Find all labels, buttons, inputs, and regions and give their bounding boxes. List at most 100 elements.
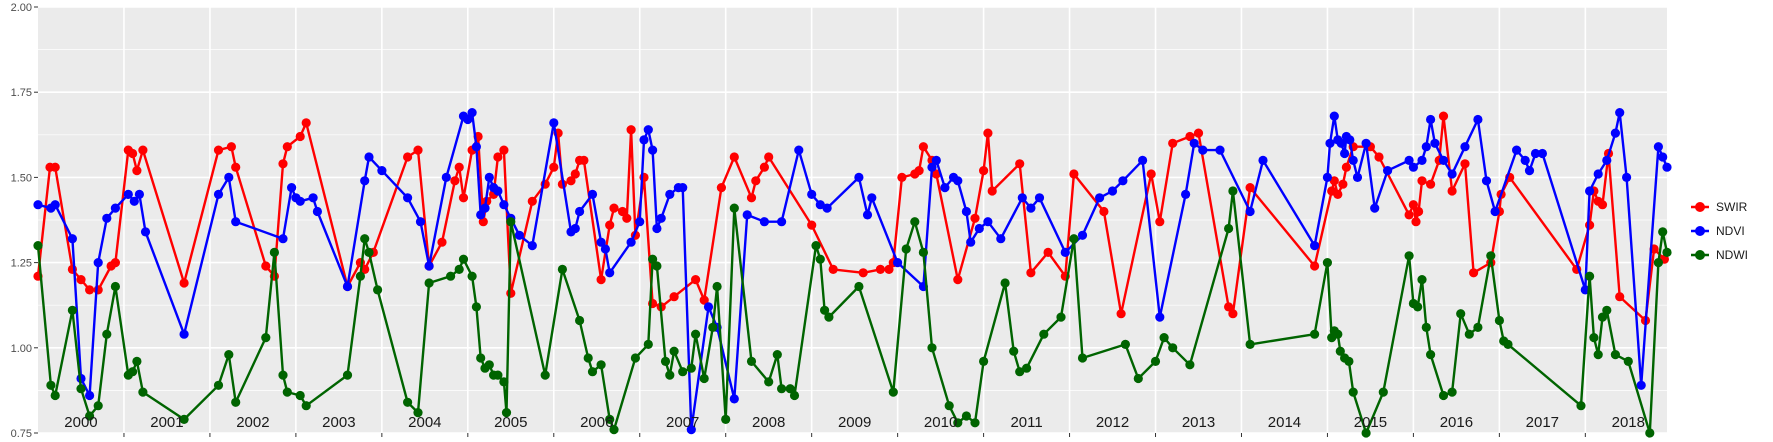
data-point	[471, 142, 481, 152]
data-point	[1228, 186, 1238, 196]
data-point	[1325, 138, 1335, 148]
year-label: 2018	[1612, 414, 1645, 431]
data-point	[355, 271, 365, 281]
data-point	[50, 162, 60, 172]
y-tick-label: 0.75	[11, 428, 32, 440]
data-point	[1417, 176, 1427, 186]
data-point	[1133, 373, 1143, 384]
data-point	[1589, 333, 1599, 343]
data-point	[807, 220, 817, 230]
data-point	[1662, 247, 1672, 257]
data-point	[463, 114, 473, 125]
data-point	[179, 278, 189, 288]
data-point	[549, 118, 559, 128]
data-point	[777, 217, 787, 227]
data-point	[953, 418, 963, 428]
data-point	[824, 312, 834, 322]
data-point	[1338, 179, 1348, 189]
data-point	[1333, 189, 1343, 199]
data-point	[1430, 138, 1440, 148]
data-point	[1658, 227, 1668, 237]
data-point	[1469, 268, 1479, 278]
data-point	[1352, 172, 1363, 182]
data-point	[458, 193, 469, 203]
year-label: 2010	[924, 414, 957, 431]
data-point	[110, 258, 120, 268]
data-point	[1361, 428, 1371, 438]
data-point	[213, 380, 224, 390]
data-point	[1585, 271, 1595, 281]
data-point	[1610, 128, 1620, 138]
data-point	[377, 166, 387, 176]
data-point	[93, 285, 103, 295]
data-point	[364, 247, 374, 257]
data-point	[1228, 309, 1238, 319]
data-point	[437, 237, 447, 247]
data-point	[527, 241, 537, 251]
data-point	[179, 414, 189, 424]
data-point	[413, 408, 423, 418]
data-point	[102, 329, 112, 339]
year-label: 2005	[494, 414, 527, 431]
data-point	[1168, 138, 1178, 148]
legend-key-point	[1695, 226, 1705, 236]
data-point	[1383, 166, 1393, 176]
data-point	[499, 377, 509, 387]
data-point	[231, 397, 241, 407]
year-label: 2001	[150, 414, 183, 431]
data-point	[927, 162, 937, 172]
data-point	[1077, 353, 1088, 363]
data-point	[1593, 169, 1603, 179]
data-point	[686, 425, 696, 435]
data-point	[1421, 142, 1431, 152]
data-point	[128, 148, 138, 159]
data-point	[493, 186, 503, 196]
data-point	[953, 176, 963, 186]
data-point	[1374, 152, 1384, 162]
data-point	[721, 414, 731, 424]
year-label: 2011	[1010, 414, 1042, 431]
data-point	[888, 387, 898, 397]
legend-item-ndvi: NDVI	[1691, 224, 1745, 238]
data-point	[940, 183, 950, 193]
data-point	[132, 166, 142, 176]
data-point	[699, 295, 709, 305]
data-point	[1322, 258, 1332, 268]
y-tick-label: 1.00	[11, 343, 32, 355]
data-point	[1426, 179, 1436, 189]
data-point	[974, 223, 984, 234]
data-point	[85, 390, 95, 401]
data-point	[1464, 329, 1474, 339]
data-point	[295, 196, 305, 206]
data-point	[1658, 152, 1668, 162]
data-point	[961, 206, 972, 217]
data-point	[1426, 114, 1436, 125]
data-point	[179, 329, 189, 339]
data-point	[1340, 148, 1350, 159]
data-point	[893, 258, 903, 268]
data-point	[1215, 145, 1225, 155]
data-point	[815, 254, 825, 264]
data-point	[373, 285, 383, 295]
data-point	[822, 203, 832, 213]
data-point	[46, 380, 56, 390]
data-point	[643, 339, 653, 349]
data-point	[1486, 251, 1496, 261]
data-point	[678, 183, 688, 193]
data-point	[751, 176, 761, 186]
data-point	[691, 329, 701, 339]
data-point	[626, 125, 636, 135]
data-point	[820, 305, 830, 315]
data-point	[549, 162, 559, 172]
data-point	[1224, 302, 1234, 312]
data-point	[746, 193, 757, 203]
data-point	[476, 210, 486, 220]
data-point	[966, 237, 976, 247]
data-point	[669, 292, 679, 302]
data-point	[699, 373, 709, 384]
data-point	[1009, 346, 1019, 356]
data-point	[1022, 363, 1032, 373]
data-point	[1060, 247, 1070, 257]
data-point	[484, 360, 494, 370]
